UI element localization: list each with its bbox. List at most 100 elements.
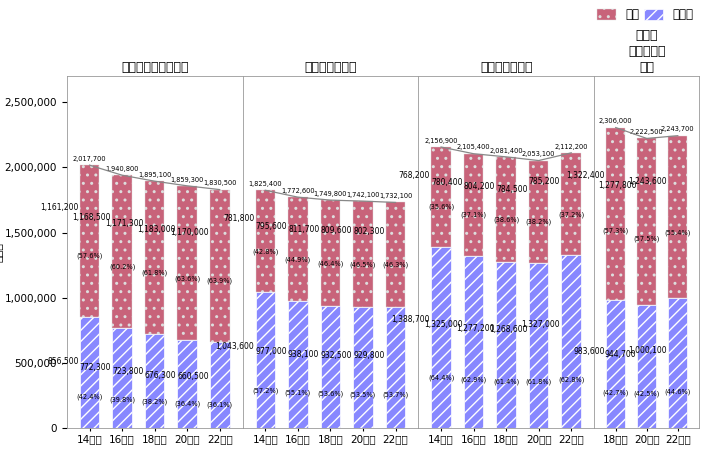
- Text: (61.8%): (61.8%): [526, 379, 552, 385]
- Text: (53.7%): (53.7%): [382, 391, 408, 397]
- Text: 660,500: 660,500: [177, 372, 209, 381]
- Bar: [496, 157, 516, 262]
- Text: (42.5%): (42.5%): [633, 391, 660, 397]
- Text: 1,772,600: 1,772,600: [281, 188, 315, 194]
- Text: 1,043,600: 1,043,600: [216, 342, 254, 351]
- Bar: [353, 307, 373, 428]
- Text: 1,825,400: 1,825,400: [248, 181, 282, 187]
- Text: 1,243,600: 1,243,600: [628, 177, 667, 186]
- Text: (44.9%): (44.9%): [285, 256, 311, 263]
- Text: 1,170,000: 1,170,000: [170, 228, 209, 237]
- Text: 1,325,000: 1,325,000: [424, 320, 463, 329]
- Text: 2,112,200: 2,112,200: [555, 144, 588, 149]
- Bar: [562, 255, 581, 428]
- Text: 1,322,400: 1,322,400: [567, 171, 605, 180]
- Text: 1,171,300: 1,171,300: [105, 219, 143, 228]
- Text: 811,700: 811,700: [288, 225, 319, 234]
- Title: 大学院修士課程: 大学院修士課程: [304, 60, 356, 74]
- Text: (42.4%): (42.4%): [77, 394, 103, 400]
- Text: (53.5%): (53.5%): [350, 391, 376, 397]
- Text: 804,200: 804,200: [464, 182, 495, 191]
- Text: (53.6%): (53.6%): [317, 391, 344, 397]
- Text: 809,600: 809,600: [321, 226, 352, 235]
- Text: 1,000,100: 1,000,100: [628, 346, 667, 355]
- Bar: [112, 327, 132, 428]
- Text: 1,388,700: 1,388,700: [392, 315, 430, 324]
- Text: (55.1%): (55.1%): [285, 389, 311, 396]
- Text: (36.4%): (36.4%): [174, 400, 200, 407]
- Text: 929,800: 929,800: [353, 351, 385, 360]
- Text: 856,500: 856,500: [47, 357, 79, 366]
- Bar: [256, 190, 275, 292]
- Text: (60.2%): (60.2%): [109, 263, 135, 270]
- Bar: [496, 262, 516, 428]
- Bar: [80, 165, 99, 317]
- Text: (61.8%): (61.8%): [141, 269, 168, 276]
- Text: (37.2%): (37.2%): [558, 211, 584, 218]
- Bar: [321, 306, 340, 428]
- Text: (62.8%): (62.8%): [558, 377, 584, 383]
- Text: 2,017,700: 2,017,700: [72, 156, 106, 162]
- Text: 768,200: 768,200: [399, 170, 430, 179]
- Text: 2,243,700: 2,243,700: [661, 127, 695, 132]
- Title: 大学学部（昼間部）: 大学学部（昼間部）: [121, 60, 188, 74]
- Text: 772,300: 772,300: [79, 364, 111, 372]
- Text: (44.6%): (44.6%): [664, 388, 691, 395]
- Text: 1,940,800: 1,940,800: [105, 166, 139, 172]
- Text: (42.8%): (42.8%): [252, 248, 278, 255]
- Bar: [177, 186, 197, 340]
- Text: (42.7%): (42.7%): [602, 389, 629, 396]
- Y-axis label: （円）: （円）: [0, 242, 4, 262]
- Bar: [562, 153, 581, 255]
- Text: 977,000: 977,000: [255, 347, 287, 357]
- Text: 780,400: 780,400: [431, 178, 463, 187]
- Text: 2,306,000: 2,306,000: [599, 119, 633, 124]
- Text: (38.2%): (38.2%): [141, 399, 168, 405]
- Bar: [386, 202, 405, 307]
- Text: 1,277,800: 1,277,800: [598, 180, 636, 189]
- Text: 1,268,600: 1,268,600: [489, 325, 528, 334]
- Legend: 学費, 生活費: 学費, 生活費: [597, 8, 694, 21]
- Bar: [321, 200, 340, 306]
- Text: 2,105,400: 2,105,400: [457, 145, 491, 150]
- Text: 1,749,800: 1,749,800: [314, 191, 347, 197]
- Bar: [145, 181, 165, 334]
- Text: 2,156,900: 2,156,900: [425, 138, 458, 144]
- Bar: [353, 201, 373, 307]
- Text: (57.2%): (57.2%): [252, 387, 278, 394]
- Bar: [210, 342, 229, 428]
- Text: (39.8%): (39.8%): [109, 397, 135, 404]
- Bar: [112, 175, 132, 327]
- Text: 1,183,000: 1,183,000: [138, 225, 176, 234]
- Text: 802,300: 802,300: [353, 227, 385, 236]
- Text: 1,859,300: 1,859,300: [171, 177, 204, 183]
- Text: 785,200: 785,200: [529, 177, 560, 186]
- Text: 2,053,100: 2,053,100: [522, 151, 555, 157]
- Bar: [607, 300, 625, 428]
- Text: 938,100: 938,100: [288, 350, 319, 359]
- Text: 784,500: 784,500: [496, 185, 528, 194]
- Bar: [432, 147, 451, 247]
- Text: 781,800: 781,800: [223, 214, 254, 223]
- Text: 795,600: 795,600: [255, 222, 287, 231]
- Text: (46.3%): (46.3%): [382, 262, 408, 268]
- Text: 1,732,100: 1,732,100: [379, 193, 412, 199]
- Text: 2,081,400: 2,081,400: [489, 148, 523, 154]
- Text: (57.6%): (57.6%): [77, 253, 103, 259]
- Bar: [386, 307, 405, 428]
- Text: (62.9%): (62.9%): [460, 377, 486, 383]
- Text: 932,500: 932,500: [321, 351, 352, 360]
- Bar: [669, 136, 687, 298]
- Text: (46.5%): (46.5%): [350, 261, 376, 268]
- Text: (55.4%): (55.4%): [664, 230, 691, 236]
- Text: 1,327,000: 1,327,000: [522, 320, 560, 329]
- Text: 1,168,500: 1,168,500: [72, 213, 111, 222]
- Text: (46.4%): (46.4%): [317, 260, 344, 267]
- Bar: [432, 247, 451, 428]
- Text: 1,895,100: 1,895,100: [138, 172, 172, 178]
- Text: (35.6%): (35.6%): [428, 204, 454, 210]
- Text: 2,222,500: 2,222,500: [630, 129, 664, 135]
- Bar: [638, 139, 656, 305]
- Text: 676,300: 676,300: [145, 371, 176, 380]
- Bar: [638, 305, 656, 428]
